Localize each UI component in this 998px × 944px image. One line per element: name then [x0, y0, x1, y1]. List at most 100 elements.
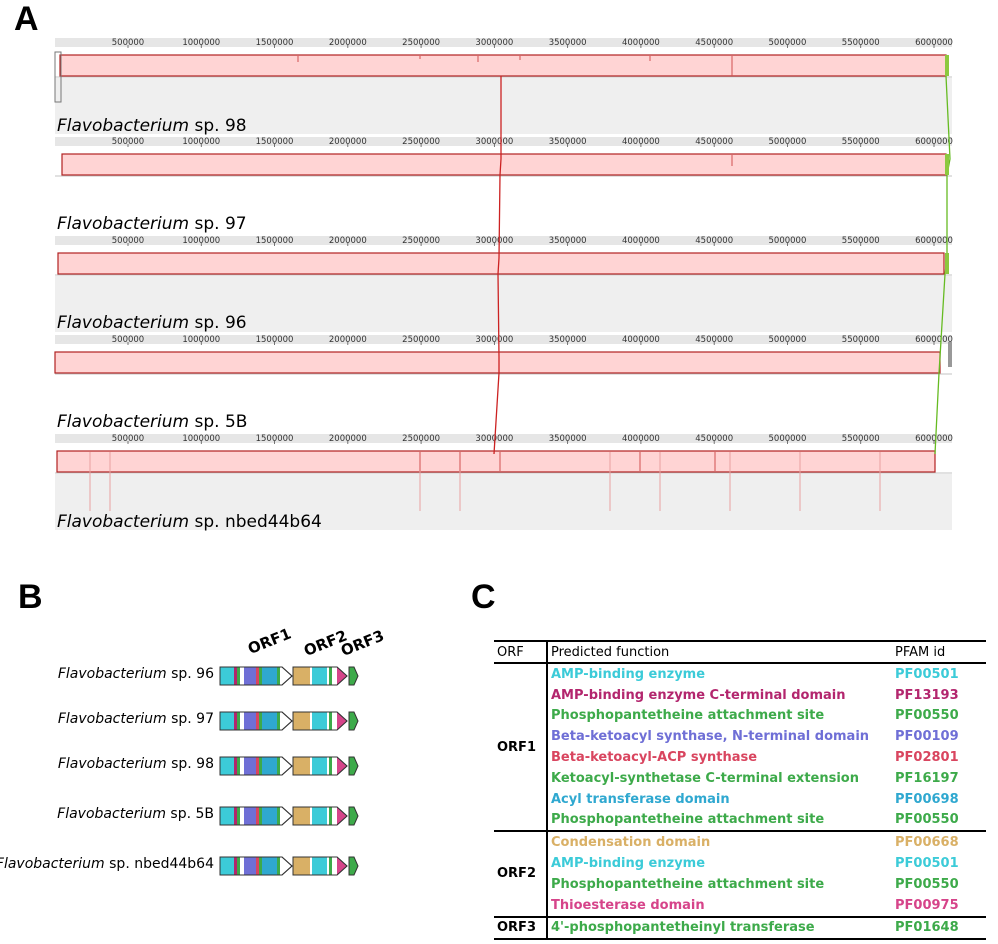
- genome-track-2: [55, 137, 952, 235]
- ruler-bar-2: [55, 137, 952, 146]
- orf2-outline: [292, 756, 348, 776]
- orf1-outline: [219, 806, 293, 826]
- tick-label: 500000: [112, 137, 144, 147]
- pp-site-domain: [277, 667, 280, 685]
- tick-label: 4000000: [622, 236, 660, 246]
- green-end-block: [945, 55, 949, 76]
- ks-acp-domain: [256, 857, 259, 875]
- genome-alignment-panel: 500000 1000000 1500000 2000000 2500000 300000…: [54, 38, 953, 532]
- genome-label-3: Flavobacterium sp. 96: [57, 313, 247, 333]
- tick-label: 6000000: [915, 137, 953, 147]
- tick-label: 4000000: [622, 38, 660, 48]
- genome-label-2: Flavobacterium sp. 97: [57, 214, 247, 234]
- orf-group-label: ORF3: [494, 916, 548, 941]
- orf-diagram-panel: [219, 666, 359, 876]
- tick-label: 4500000: [695, 335, 733, 345]
- table-row: AMP-binding enzyme C-terminal domain PF13…: [494, 685, 986, 706]
- function-cell: 4'-phosphopantetheinyl transferase: [547, 916, 892, 941]
- species-name: sp. 5B: [189, 412, 248, 432]
- tick-label: 2000000: [329, 137, 367, 147]
- pfam-cell: PF00109: [895, 729, 959, 745]
- species-name: sp. 98: [166, 756, 214, 772]
- ks-acp-domain: [256, 807, 259, 825]
- function-cell: Thioesterase domain: [547, 894, 892, 918]
- species-name: sp. nbed44b64: [189, 512, 322, 532]
- pfam-cell: PF00501: [895, 856, 959, 872]
- amp-binding-domain: [220, 857, 234, 875]
- genome-label-4: Flavobacterium sp. 5B: [57, 412, 247, 432]
- genus-name: Flavobacterium: [57, 666, 167, 682]
- tick-label: 2000000: [329, 335, 367, 345]
- tick-label: 500000: [112, 335, 144, 345]
- amp-cterm-domain: [234, 807, 237, 825]
- genus-name: Flavobacterium: [57, 711, 167, 727]
- tick-label: 2000000: [329, 38, 367, 48]
- orf-strain-label-4: Flavobacterium sp. 5B: [57, 806, 214, 822]
- orf-group-label: ORF1: [494, 663, 548, 833]
- ks-nterm-domain: [244, 857, 256, 875]
- ks-cterm-domain: [259, 857, 262, 875]
- ks-acp-domain: [256, 712, 259, 730]
- tick-label: 6000000: [915, 38, 953, 48]
- tick-label: 5500000: [842, 236, 880, 246]
- orf2-outline: [292, 711, 348, 731]
- function-cell: Phosphopantetheine attachment site: [551, 708, 825, 724]
- tick-label: 6000000: [915, 236, 953, 246]
- tick-label: 2500000: [402, 38, 440, 48]
- function-cell: AMP-binding enzyme: [551, 856, 706, 872]
- gap: [240, 712, 244, 730]
- function-cell: Beta-ketoacyl synthase, N-terminal domai…: [551, 729, 870, 745]
- track-background-1: [55, 78, 952, 134]
- amp-cterm-domain: [234, 757, 237, 775]
- pp-site-domain: [277, 857, 280, 875]
- tick-label: 3500000: [549, 335, 587, 345]
- genome-track-4: [55, 335, 952, 433]
- pp-site-domain: [277, 712, 280, 730]
- gap: [240, 857, 244, 875]
- species-name: sp. 96: [189, 313, 247, 333]
- tick-label: 5000000: [769, 434, 807, 444]
- table-row: Phosphopantetheine attachment site PF0055…: [494, 874, 986, 895]
- pp-site-domain: [329, 857, 332, 875]
- green-end-block: [945, 154, 949, 175]
- tick-label: 4500000: [695, 137, 733, 147]
- tick-label: 5000000: [769, 335, 807, 345]
- genome-label-5: Flavobacterium sp. nbed44b64: [57, 512, 322, 532]
- amp-binding-domain: [312, 757, 327, 775]
- tick-label: 2500000: [402, 236, 440, 246]
- pfam-cell: PF00698: [895, 791, 959, 807]
- tick-label: 3000000: [475, 137, 513, 147]
- orf1-outline: [219, 711, 293, 731]
- table-row: ORF1 AMP-binding enzyme PF00501: [494, 663, 986, 833]
- tick-label: 3000000: [475, 236, 513, 246]
- genus-name: Flavobacterium: [57, 806, 166, 822]
- amp-cterm-domain: [234, 857, 237, 875]
- species-name: sp. 97: [166, 711, 214, 727]
- species-name: sp. 97: [189, 214, 247, 234]
- tick-label: 2000000: [329, 434, 367, 444]
- pfam-cell: PF02801: [895, 750, 959, 766]
- ks-cterm-domain: [259, 667, 262, 685]
- genus-name: Flavobacterium: [57, 313, 190, 333]
- tick-label: 4500000: [695, 38, 733, 48]
- amp-binding-domain: [312, 807, 327, 825]
- lcb-block-3: [57, 252, 945, 275]
- amp-binding-domain: [312, 667, 327, 685]
- ks-cterm-domain: [259, 712, 262, 730]
- green-end-block: [945, 253, 949, 274]
- tick-label: 5000000: [769, 236, 807, 246]
- species-name: sp. 96: [166, 666, 214, 682]
- pp-site-domain: [329, 712, 332, 730]
- orf-strain-label-2: Flavobacterium sp. 97: [58, 711, 214, 727]
- orf3-gene: [348, 756, 359, 776]
- orf3-gene: [348, 666, 359, 686]
- rearrangement-connector-red: [493, 76, 502, 455]
- thioesterase-domain: [337, 667, 347, 685]
- tick-label: 1000000: [182, 335, 220, 345]
- thioesterase-domain: [337, 757, 347, 775]
- condensation-domain: [293, 757, 310, 775]
- pfam-cell: PF00550: [895, 876, 959, 892]
- tick-label: 3500000: [549, 38, 587, 48]
- tick-label: 3500000: [549, 236, 587, 246]
- gap: [240, 807, 244, 825]
